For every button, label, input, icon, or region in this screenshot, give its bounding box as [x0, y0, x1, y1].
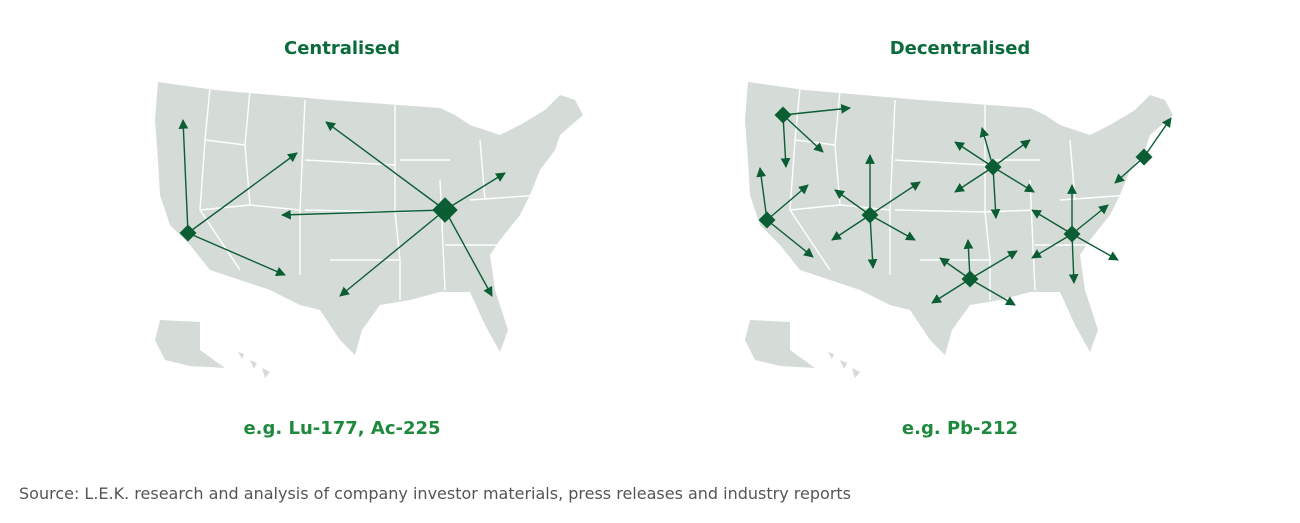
us-map [744, 81, 1174, 379]
panel-title: Centralised [284, 38, 400, 59]
panel-title: Decentralised [890, 38, 1031, 59]
panel-caption: e.g. Lu-177, Ac-225 [243, 418, 440, 439]
decentralised-arrows [756, 104, 1172, 306]
us-map [154, 81, 584, 379]
panel-caption: e.g. Pb-212 [902, 418, 1018, 439]
source-note: Source: L.E.K. research and analysis of … [19, 484, 851, 503]
centralised-arrows [178, 119, 506, 297]
